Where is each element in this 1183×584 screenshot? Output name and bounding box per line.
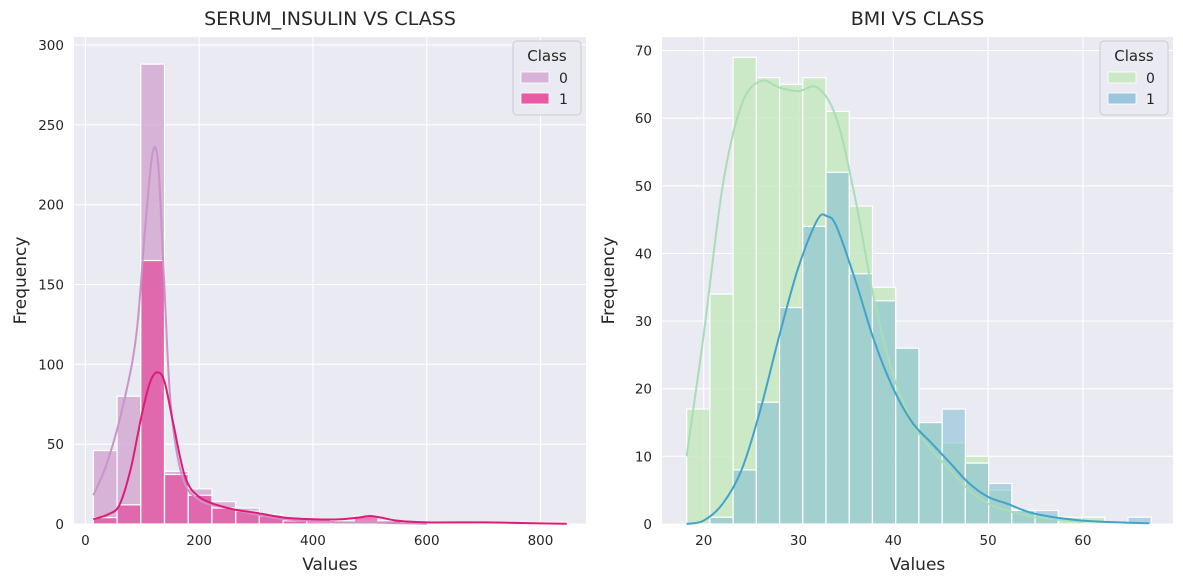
bmi-y-tick-label: 0 — [643, 517, 652, 533]
bmi-x-axis-label: Values — [890, 555, 946, 575]
insulin-y-tick-label: 0 — [55, 517, 64, 533]
legend-swatch-class1 — [520, 92, 550, 105]
legend-label-class0: 0 — [559, 71, 568, 87]
bmi-y-axis-label: Frequency — [599, 237, 619, 325]
bmi-bar-class1 — [755, 401, 781, 525]
insulin-chart-title: SERUM_INSULIN VS CLASS — [204, 8, 456, 30]
bmi-bar-class1 — [964, 462, 990, 525]
bmi-bar-class0 — [709, 293, 734, 525]
insulin-y-tick-label: 250 — [38, 118, 64, 134]
insulin-y-tick-label: 200 — [38, 198, 64, 214]
legend-title: Class — [1114, 47, 1154, 65]
legend-title: Class — [527, 47, 567, 65]
insulin-y-tick-label: 300 — [38, 38, 64, 54]
insulin-y-tick-label: 150 — [38, 277, 64, 293]
legend-swatch-class0 — [520, 71, 550, 84]
insulin-bar-class1 — [140, 259, 166, 525]
bmi-bar-class1 — [709, 516, 734, 525]
insulin-x-tick-label: 400 — [300, 533, 326, 549]
bmi-bar-class1 — [848, 273, 874, 525]
legend-label-class1: 1 — [559, 92, 568, 108]
insulin-y-tick-label: 100 — [38, 357, 64, 373]
bmi-bar-class1 — [802, 225, 827, 525]
insulin-x-tick-label: 600 — [414, 533, 440, 549]
insulin-kde-class1 — [92, 371, 567, 525]
bmi-x-tick-label: 40 — [885, 533, 902, 549]
bmi-kde-class1 — [686, 213, 1150, 525]
bmi-bar-class0 — [732, 56, 757, 525]
bmi-y-tick-label: 30 — [635, 314, 652, 330]
bmi-kde-class0 — [685, 79, 1084, 523]
insulin-bar-class1 — [116, 504, 142, 525]
bmi-y-tick-label: 10 — [635, 449, 652, 465]
bmi-y-tick-label: 20 — [635, 382, 652, 398]
bmi-bar-class1 — [732, 469, 757, 525]
insulin-kde-class0 — [92, 146, 427, 525]
bmi-chart-title: BMI VS CLASS — [851, 8, 985, 30]
bmi-x-tick-label: 50 — [980, 533, 997, 549]
legend-swatch-class0 — [1107, 71, 1137, 84]
bmi-bar-class1 — [871, 300, 897, 525]
legend-label-class1: 1 — [1146, 92, 1155, 108]
bmi-x-tick-label: 60 — [1074, 533, 1091, 549]
legend-swatch-class1 — [1107, 92, 1137, 105]
insulin-x-tick-label: 200 — [186, 533, 212, 549]
insulin-y-tick-label: 50 — [47, 437, 64, 453]
bmi-bar-class1 — [825, 171, 850, 525]
bmi-x-tick-label: 20 — [695, 533, 712, 549]
insulin-x-tick-label: 0 — [81, 533, 90, 549]
bmi-y-tick-label: 40 — [635, 246, 652, 262]
insulin-bar-class1 — [211, 507, 237, 525]
insulin-x-axis-label: Values — [302, 555, 358, 575]
bmi-bar-class1 — [778, 306, 804, 525]
bmi-x-tick-label: 30 — [790, 533, 807, 549]
bmi-y-tick-label: 60 — [635, 111, 652, 127]
insulin-legend: Class 0 1 — [512, 40, 582, 116]
legend-label-class0: 0 — [1146, 71, 1155, 87]
insulin-y-axis-label: Frequency — [11, 237, 31, 325]
serum-insulin-chart: 0 200 400 600 800 0 50 100 150 200 250 300 SERUM_INS… — [11, 8, 586, 575]
bmi-bar-class1 — [895, 347, 920, 525]
bmi-y-tick-label: 50 — [635, 179, 652, 195]
bmi-legend: Class 0 1 — [1099, 40, 1169, 116]
insulin-x-tick-label: 800 — [528, 533, 554, 549]
bmi-y-tick-label: 70 — [635, 44, 652, 60]
